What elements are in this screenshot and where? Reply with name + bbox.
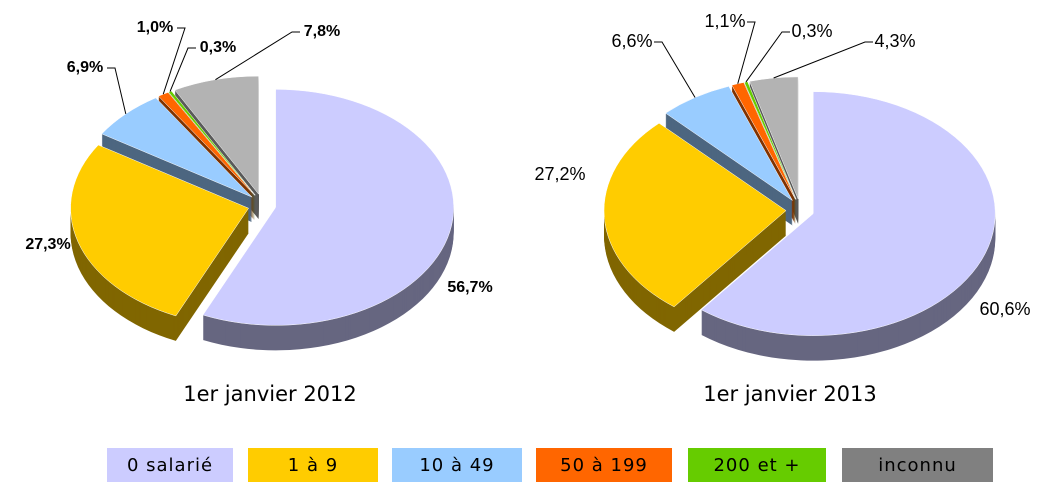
slice — [749, 76, 799, 199]
data-label: 0,3% — [200, 39, 236, 56]
leader-line — [745, 31, 790, 83]
legend-swatch — [248, 448, 378, 482]
chart-title: 1er janvier 2012 — [183, 382, 357, 406]
slice — [603, 122, 787, 308]
data-label: 7,8% — [304, 23, 340, 40]
data-label: 4,3% — [874, 31, 915, 51]
leader-line — [654, 41, 696, 98]
legend-label: 10 à 49 — [419, 455, 494, 476]
legend-swatch — [842, 448, 993, 482]
data-label: 60,6% — [979, 299, 1030, 319]
leader-line — [169, 47, 196, 92]
leader-line — [107, 67, 127, 115]
legend-swatch — [392, 448, 522, 482]
slice — [101, 97, 253, 198]
leader-line — [773, 41, 873, 79]
slice — [743, 81, 797, 200]
legend-label: 50 à 199 — [560, 455, 648, 476]
legend-swatch — [536, 448, 672, 482]
data-label: 27,3% — [25, 236, 70, 253]
data-label: 0,3% — [791, 21, 832, 41]
slice — [158, 92, 255, 196]
legend-swatch — [688, 448, 826, 482]
legend-swatch — [107, 448, 233, 482]
data-label: 1,1% — [704, 11, 745, 31]
chart-title: 1er janvier 2013 — [703, 382, 877, 406]
slice — [70, 144, 249, 317]
leader-line — [737, 21, 756, 84]
data-label: 1,0% — [137, 19, 173, 36]
data-label: 27,2% — [534, 164, 585, 184]
legend-label: inconnu — [878, 455, 957, 476]
slice — [700, 91, 996, 336]
legend-label: 0 salarié — [127, 455, 213, 476]
leader-line — [162, 27, 186, 95]
data-label: 56,7% — [447, 279, 492, 296]
slice — [665, 85, 793, 201]
leader-line — [215, 31, 300, 81]
legend-label: 1 à 9 — [288, 455, 338, 476]
legend-label: 200 et + — [713, 455, 800, 476]
data-label: 6,9% — [67, 59, 103, 76]
data-label: 6,6% — [611, 31, 652, 51]
slice — [202, 89, 454, 326]
